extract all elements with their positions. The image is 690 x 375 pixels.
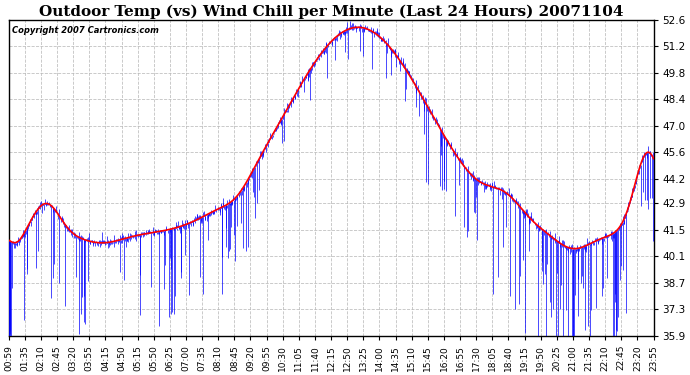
Title: Outdoor Temp (vs) Wind Chill per Minute (Last 24 Hours) 20071104: Outdoor Temp (vs) Wind Chill per Minute … xyxy=(39,4,623,18)
Text: Copyright 2007 Cartronics.com: Copyright 2007 Cartronics.com xyxy=(12,26,159,35)
